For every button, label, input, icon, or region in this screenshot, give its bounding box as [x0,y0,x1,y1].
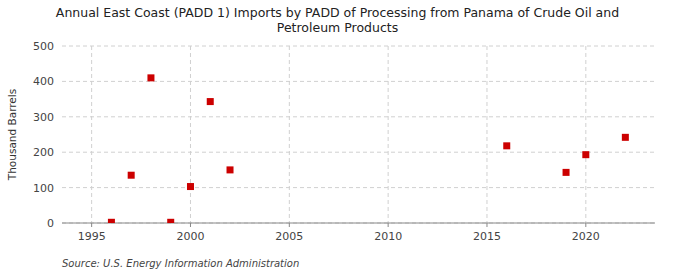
point [187,183,194,190]
chart-container: Annual East Coast (PADD 1) Imports by PA… [0,0,675,275]
point [622,134,629,141]
source-note: Source: U.S. Energy Information Administ… [62,258,299,269]
x-grid-line [388,46,389,223]
point [128,172,135,179]
y-tick-label: 0 [47,217,54,230]
x-axis-line [62,223,655,224]
x-tick-mark [91,223,92,227]
chart-svg: Annual East Coast (PADD 1) Imports by PA… [0,0,675,275]
grid [62,46,655,223]
x-tick-label: 2020 [572,230,600,243]
y-tick-label: 400 [33,75,54,88]
point [108,219,115,223]
point [227,166,234,173]
y-grid-line [62,116,655,117]
title: Annual East Coast (PADD 1) Imports by PA… [56,5,619,35]
x-grid-line [585,46,586,223]
point [207,98,214,105]
x-tick-label: 2015 [473,230,501,243]
point [582,151,589,158]
x-grid-line [190,46,191,223]
x-grid-line [289,46,290,223]
y-grid-line [62,223,655,224]
y-tick-label: 200 [33,146,54,159]
y-grid-line [62,152,655,153]
x-tick-label: 2010 [374,230,402,243]
y-tick-label: 500 [33,40,54,53]
title-line: Annual East Coast (PADD 1) Imports by PA… [56,5,619,20]
x-tick-label: 2005 [275,230,303,243]
point [147,74,154,81]
x-tick-mark [289,223,290,227]
x-tick-mark [388,223,389,227]
y-axis-label: Thousand Barrels [6,89,18,181]
x-tick-mark [585,223,586,227]
points [108,74,629,223]
x-tick-label: 2000 [176,230,204,243]
y-tick-label: 100 [33,182,54,195]
x-tick-mark [190,223,191,227]
y-grid-line [62,46,655,47]
y-tick-label: 300 [33,111,54,124]
x-tick-label: 1995 [78,230,106,243]
point [563,169,570,176]
point [503,142,510,149]
point [167,219,174,223]
y-grid-line [62,187,655,188]
x-grid-line [91,46,92,223]
x-grid-line [486,46,487,223]
title-line: Petroleum Products [277,20,398,35]
x-tick-mark [486,223,487,227]
